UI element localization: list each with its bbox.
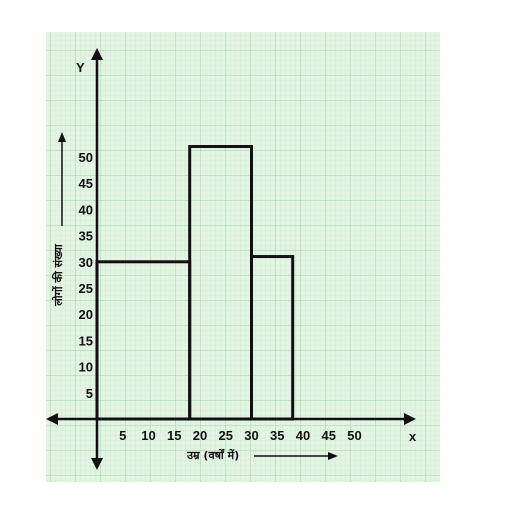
x-tick-label-10: 10 — [141, 428, 155, 443]
x-tick-label-45: 45 — [322, 428, 336, 443]
y-axis-letter: Y — [76, 60, 85, 75]
y-axis-title-arrowhead — [58, 132, 66, 142]
x-axis-title: उम्र (वर्षों में) — [186, 448, 239, 462]
graph-paper-grid — [46, 32, 440, 482]
y-tick-label-35: 35 — [79, 229, 93, 244]
x-axis-title-arrowhead — [328, 452, 338, 460]
x-tick-label-35: 35 — [270, 428, 284, 443]
x-axis-left-arrowhead — [46, 413, 58, 425]
x-tick-label-50: 50 — [347, 428, 361, 443]
x-tick-label-40: 40 — [296, 428, 310, 443]
y-tick-label-5: 5 — [86, 386, 93, 401]
y-tick-label-20: 20 — [79, 307, 93, 322]
x-axis-letter: x — [409, 429, 417, 444]
y-tick-label-15: 15 — [79, 333, 93, 348]
y-tick-label-50: 50 — [79, 150, 93, 165]
y-tick-label-30: 30 — [79, 255, 93, 270]
y-tick-label-10: 10 — [79, 360, 93, 375]
y-tick-label-25: 25 — [79, 281, 93, 296]
x-tick-label-15: 15 — [167, 428, 181, 443]
x-tick-label-30: 30 — [244, 428, 258, 443]
x-tick-label-20: 20 — [193, 428, 207, 443]
x-tick-label-5: 5 — [119, 428, 126, 443]
y-axis-title: लोगों की संख्या — [51, 243, 65, 307]
y-tick-label-40: 40 — [79, 202, 93, 217]
x-tick-label-25: 25 — [219, 428, 233, 443]
y-axis-bottom-arrowhead — [91, 458, 103, 470]
y-axis-top-arrowhead — [91, 48, 103, 60]
x-axis-right-arrowhead — [404, 413, 416, 425]
y-tick-label-45: 45 — [79, 176, 93, 191]
